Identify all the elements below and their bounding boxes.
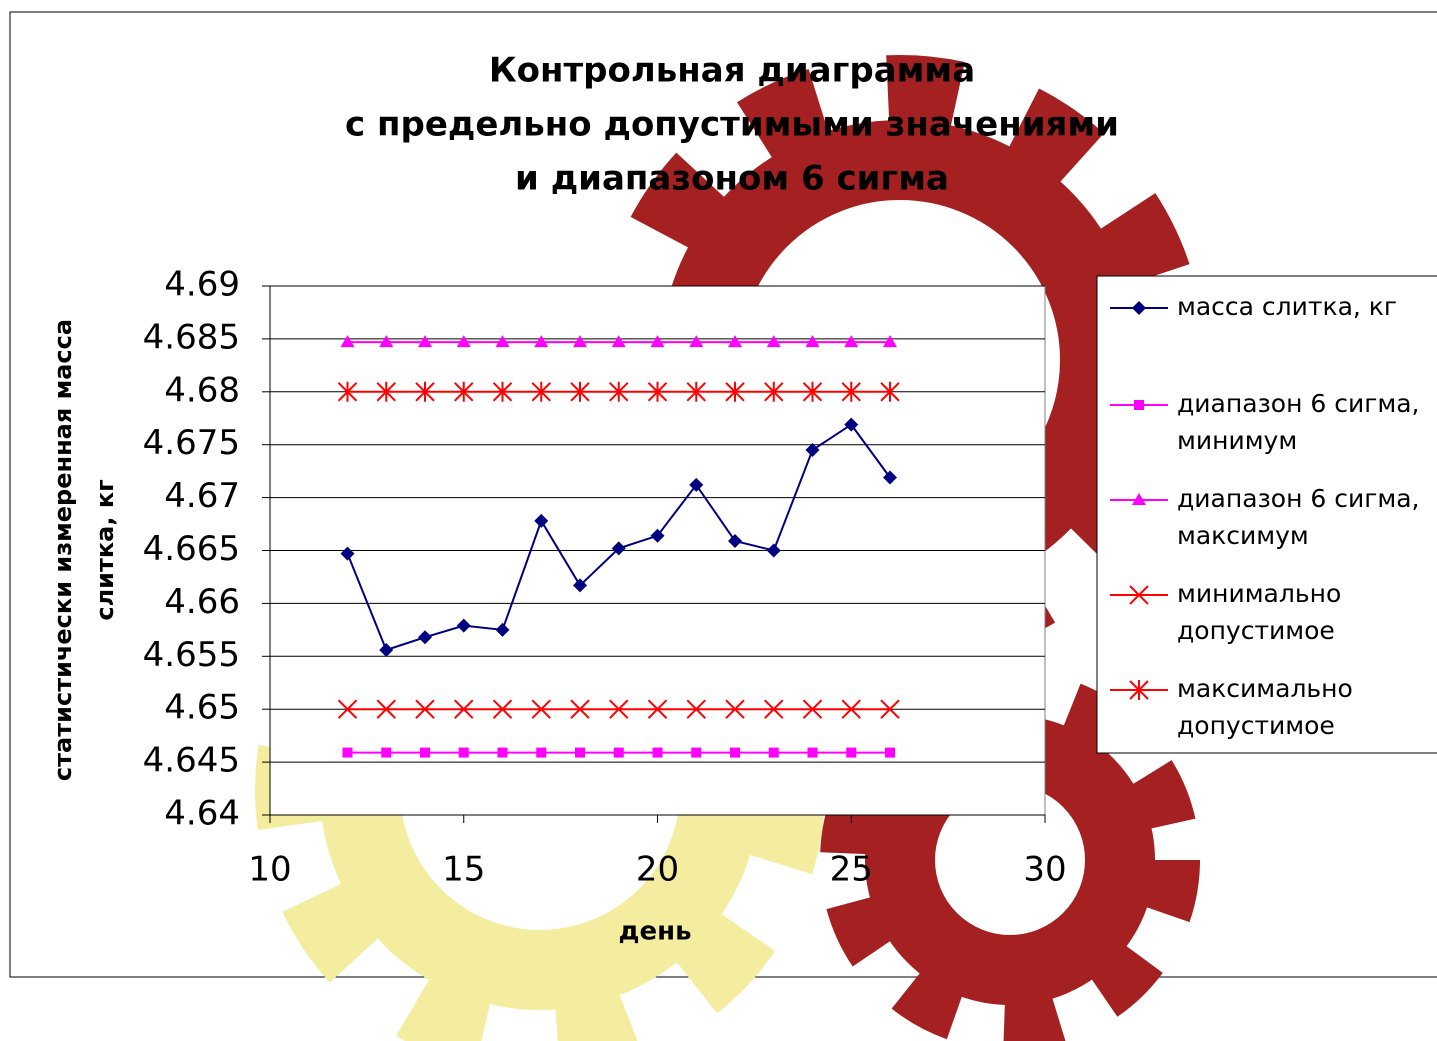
marker	[498, 748, 508, 758]
marker	[420, 748, 430, 758]
legend-label: максимум	[1177, 521, 1309, 550]
marker	[459, 748, 469, 758]
marker	[1134, 400, 1144, 410]
marker	[808, 748, 818, 758]
chart: Контрольная диаграмма с предельно допуст…	[0, 0, 1437, 1041]
legend-label: допустимое	[1177, 711, 1335, 740]
x-tick-label: 30	[1023, 850, 1066, 890]
legend-label: диапазон 6 сигма,	[1177, 389, 1420, 418]
marker	[885, 748, 895, 758]
marker	[846, 748, 856, 758]
y-tick-label: 4.675	[143, 423, 240, 463]
marker	[381, 748, 391, 758]
legend-label: диапазон 6 сигма,	[1177, 484, 1420, 513]
y-tick-label: 4.64	[164, 794, 240, 834]
chart-title: Контрольная диаграмма	[489, 51, 975, 91]
x-tick-label: 25	[830, 850, 873, 890]
chart-title: с предельно допустимыми значениями	[345, 105, 1119, 145]
marker	[343, 748, 353, 758]
y-tick-label: 4.68	[164, 370, 240, 410]
y-tick-label: 4.655	[143, 635, 240, 675]
x-tick-label: 10	[248, 850, 291, 890]
legend-label: максимально	[1177, 674, 1353, 703]
marker	[614, 748, 624, 758]
legend-label: минимум	[1177, 426, 1297, 455]
x-axis-label: день	[618, 917, 691, 947]
y-tick-label: 4.69	[164, 265, 240, 305]
y-tick-label: 4.685	[143, 317, 240, 357]
legend-label: допустимое	[1177, 616, 1335, 645]
marker	[730, 748, 740, 758]
x-tick-label: 15	[442, 850, 485, 890]
marker	[653, 748, 663, 758]
chart-title: и диапазоном 6 сигма	[515, 159, 949, 199]
y-tick-label: 4.66	[164, 582, 240, 622]
marker	[691, 748, 701, 758]
y-tick-label: 4.67	[164, 476, 240, 516]
y-tick-label: 4.645	[143, 741, 240, 781]
y-axis-label: статистически измеренная масса	[49, 319, 77, 781]
legend-label: масса слитка, кг	[1177, 292, 1397, 321]
y-tick-label: 4.665	[143, 529, 240, 569]
marker	[536, 748, 546, 758]
x-tick-label: 20	[636, 850, 679, 890]
marker	[575, 748, 585, 758]
y-axis-label: слитка, кг	[91, 479, 119, 620]
marker	[769, 748, 779, 758]
legend-label: минимально	[1177, 579, 1341, 608]
y-tick-label: 4.65	[164, 688, 240, 728]
